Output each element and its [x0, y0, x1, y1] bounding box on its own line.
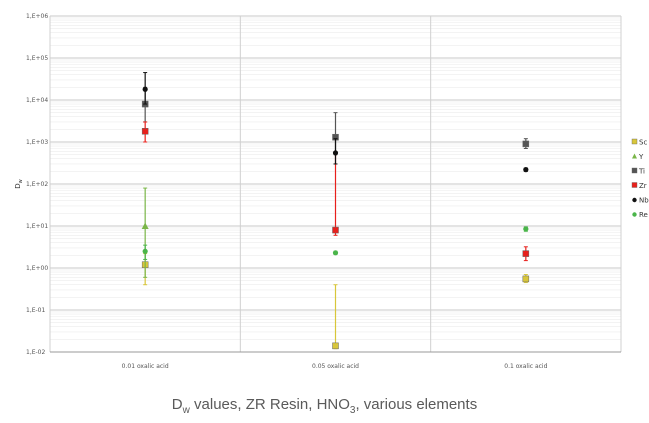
dw-chart: 1,E-02 1,E-01 1,E+00 1,E+01 1,E+02 1,E+03 1,E+… [14, 13, 649, 370]
legend-label: Re [639, 211, 648, 219]
data-point [523, 226, 529, 232]
legend-swatch [632, 197, 637, 203]
legend-swatch [631, 138, 638, 145]
data-point [332, 150, 339, 156]
y-tick-label: 1,E+01 [26, 223, 48, 230]
legend-label: Nb [639, 197, 649, 205]
data-point [142, 86, 148, 92]
legend-label: Zr [639, 182, 647, 190]
caption-part2: , various elements [355, 396, 478, 413]
legend-swatch [631, 182, 638, 188]
data-point [332, 250, 339, 256]
series-marks [141, 72, 530, 350]
y-tick-label: 1,E-02 [26, 349, 45, 356]
y-tick-label: 1,E+05 [26, 55, 48, 62]
caption-3-subscript: 3 [349, 405, 356, 416]
caption-d: D [171, 396, 183, 413]
y-axis-label: Dw [14, 179, 24, 188]
data-point [332, 226, 339, 234]
y-tick-label: 1,E+02 [26, 181, 48, 188]
caption-w-subscript: w [182, 405, 190, 416]
data-point [523, 167, 529, 173]
figure-caption: Dw values, ZR Resin, HNO3, various eleme… [0, 396, 649, 416]
legend-label: Y [638, 153, 644, 161]
data-point [141, 222, 149, 229]
data-point [332, 342, 339, 350]
y-tick-label: 1,E+04 [26, 97, 48, 104]
data-point [522, 250, 530, 257]
series-re [142, 226, 529, 260]
legend-item-y: Y [632, 153, 644, 161]
legend-label: Sc [639, 139, 647, 147]
y-tick-label: 1,E+03 [26, 139, 48, 146]
x-axis-ticks: 0.01 oxalic acid 0.05 oxalic acid 0.1 oxal… [122, 363, 548, 370]
series-zr [141, 121, 530, 262]
data-point [522, 275, 530, 283]
x-tick-label: 0.01 oxalic acid [122, 363, 169, 370]
x-tick-label: 0.05 oxalic acid [312, 363, 359, 370]
legend-swatch [632, 153, 637, 159]
data-point [142, 248, 148, 254]
legend-item-sc: Sc [631, 138, 647, 147]
y-tick-label: 1,E+06 [26, 13, 48, 20]
series-y [141, 187, 149, 278]
legend-item-re: Re [632, 211, 648, 219]
legend: Sc Y Ti Zr Nb Re [631, 138, 649, 219]
legend-label: Ti [638, 168, 645, 176]
y-tick-label: 1,E-01 [26, 307, 45, 314]
legend-swatch [631, 167, 638, 174]
y-axis-ticks: 1,E-02 1,E-01 1,E+00 1,E+01 1,E+02 1,E+03 1,E+… [26, 13, 48, 356]
legend-item-ti: Ti [631, 167, 645, 176]
data-point [522, 140, 530, 148]
legend-item-nb: Nb [632, 197, 649, 205]
legend-item-zr: Zr [631, 182, 647, 190]
y-tick-label: 1,E+00 [26, 265, 48, 272]
x-tick-label: 0.1 oxalic acid [504, 363, 547, 370]
data-point [141, 128, 149, 135]
legend-swatch [632, 212, 637, 217]
caption-part1: values, ZR Resin, HNO [189, 396, 350, 413]
series-nb [142, 72, 529, 173]
